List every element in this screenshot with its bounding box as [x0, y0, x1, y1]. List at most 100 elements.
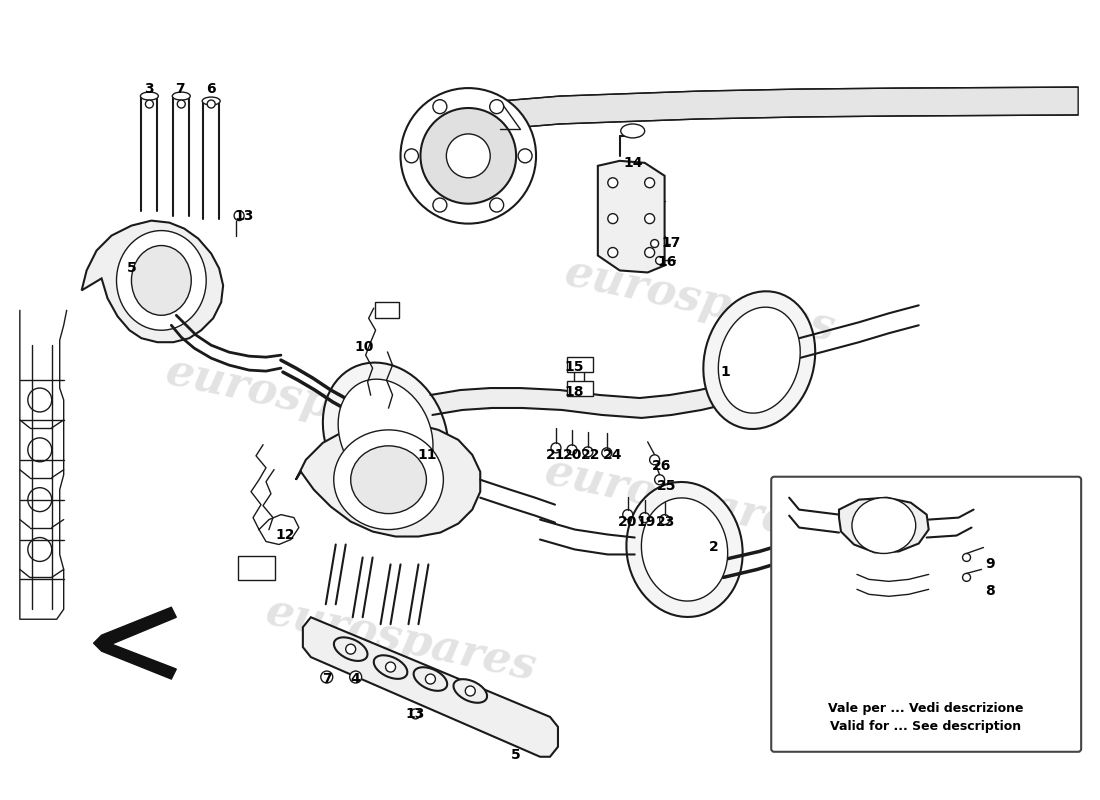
Ellipse shape [641, 498, 728, 601]
Text: 19: 19 [636, 514, 656, 529]
Ellipse shape [117, 230, 206, 330]
Circle shape [962, 574, 970, 582]
Ellipse shape [351, 446, 427, 514]
Ellipse shape [173, 92, 190, 100]
Circle shape [640, 513, 650, 522]
Circle shape [145, 100, 153, 108]
Text: 1: 1 [720, 365, 730, 379]
Text: 25: 25 [657, 478, 676, 493]
Text: 9: 9 [986, 558, 996, 571]
Polygon shape [500, 87, 1078, 129]
Text: 13: 13 [234, 209, 254, 222]
Polygon shape [81, 221, 223, 342]
Text: 20: 20 [618, 514, 637, 529]
Circle shape [551, 443, 561, 453]
Circle shape [645, 247, 654, 258]
Text: eurospares: eurospares [560, 250, 839, 350]
Circle shape [207, 100, 216, 108]
Text: 22: 22 [581, 448, 601, 462]
Polygon shape [597, 161, 664, 273]
Circle shape [447, 134, 491, 178]
Circle shape [490, 100, 504, 114]
Polygon shape [94, 607, 176, 679]
Circle shape [345, 644, 355, 654]
Circle shape [608, 214, 618, 224]
Ellipse shape [620, 124, 645, 138]
Text: 26: 26 [652, 458, 671, 473]
Ellipse shape [322, 362, 449, 507]
Text: 18: 18 [564, 385, 584, 399]
Ellipse shape [851, 498, 915, 554]
Text: 8: 8 [986, 584, 996, 598]
Circle shape [410, 709, 420, 719]
Text: 12: 12 [275, 527, 295, 542]
Text: 23: 23 [656, 514, 675, 529]
FancyBboxPatch shape [771, 477, 1081, 752]
Text: 13: 13 [406, 707, 426, 721]
Circle shape [426, 674, 436, 684]
Polygon shape [430, 383, 732, 418]
Text: 4: 4 [351, 672, 361, 686]
Circle shape [350, 671, 362, 683]
Polygon shape [302, 618, 558, 757]
Circle shape [400, 88, 536, 224]
Text: 6: 6 [207, 82, 216, 96]
Circle shape [177, 100, 185, 108]
Ellipse shape [202, 97, 220, 105]
Ellipse shape [626, 482, 743, 617]
Circle shape [386, 662, 396, 672]
Ellipse shape [374, 655, 407, 679]
Circle shape [234, 210, 244, 221]
Text: 5: 5 [512, 748, 521, 762]
Text: eurospares: eurospares [540, 450, 818, 550]
Circle shape [608, 178, 618, 188]
Circle shape [433, 100, 447, 114]
Text: 14: 14 [623, 156, 642, 170]
Text: Valid for ... See description: Valid for ... See description [830, 720, 1021, 734]
Circle shape [650, 455, 660, 465]
Circle shape [321, 671, 333, 683]
Circle shape [660, 514, 670, 525]
Ellipse shape [334, 638, 367, 661]
Ellipse shape [453, 679, 487, 702]
Ellipse shape [338, 379, 433, 490]
Text: 5: 5 [126, 262, 136, 275]
Polygon shape [839, 498, 928, 553]
Ellipse shape [141, 92, 158, 100]
Circle shape [656, 257, 663, 265]
Text: 11: 11 [418, 448, 437, 462]
Circle shape [962, 554, 970, 562]
Circle shape [623, 510, 632, 519]
Circle shape [583, 447, 593, 457]
Text: 2: 2 [708, 541, 718, 554]
FancyBboxPatch shape [566, 357, 593, 372]
Ellipse shape [414, 667, 448, 691]
Text: 10: 10 [354, 340, 373, 354]
Circle shape [433, 198, 447, 212]
Circle shape [420, 108, 516, 204]
Circle shape [405, 149, 418, 163]
Circle shape [602, 448, 612, 458]
Circle shape [465, 686, 475, 696]
Text: 20: 20 [563, 448, 583, 462]
Ellipse shape [333, 430, 443, 530]
Text: 15: 15 [564, 360, 584, 374]
Ellipse shape [132, 246, 191, 315]
Text: Vale per ... Vedi descrizione: Vale per ... Vedi descrizione [828, 702, 1023, 715]
Circle shape [490, 198, 504, 212]
FancyBboxPatch shape [375, 302, 398, 318]
Circle shape [654, 474, 664, 485]
Text: 16: 16 [658, 255, 678, 270]
Text: 24: 24 [603, 448, 623, 462]
Circle shape [645, 214, 654, 224]
FancyBboxPatch shape [566, 381, 593, 396]
FancyBboxPatch shape [238, 557, 275, 580]
Ellipse shape [718, 307, 800, 413]
Polygon shape [296, 422, 481, 537]
Ellipse shape [703, 291, 815, 429]
Text: 17: 17 [662, 235, 681, 250]
Text: 7: 7 [322, 672, 331, 686]
Text: 3: 3 [144, 82, 154, 96]
Circle shape [518, 149, 532, 163]
Text: 21: 21 [547, 448, 565, 462]
